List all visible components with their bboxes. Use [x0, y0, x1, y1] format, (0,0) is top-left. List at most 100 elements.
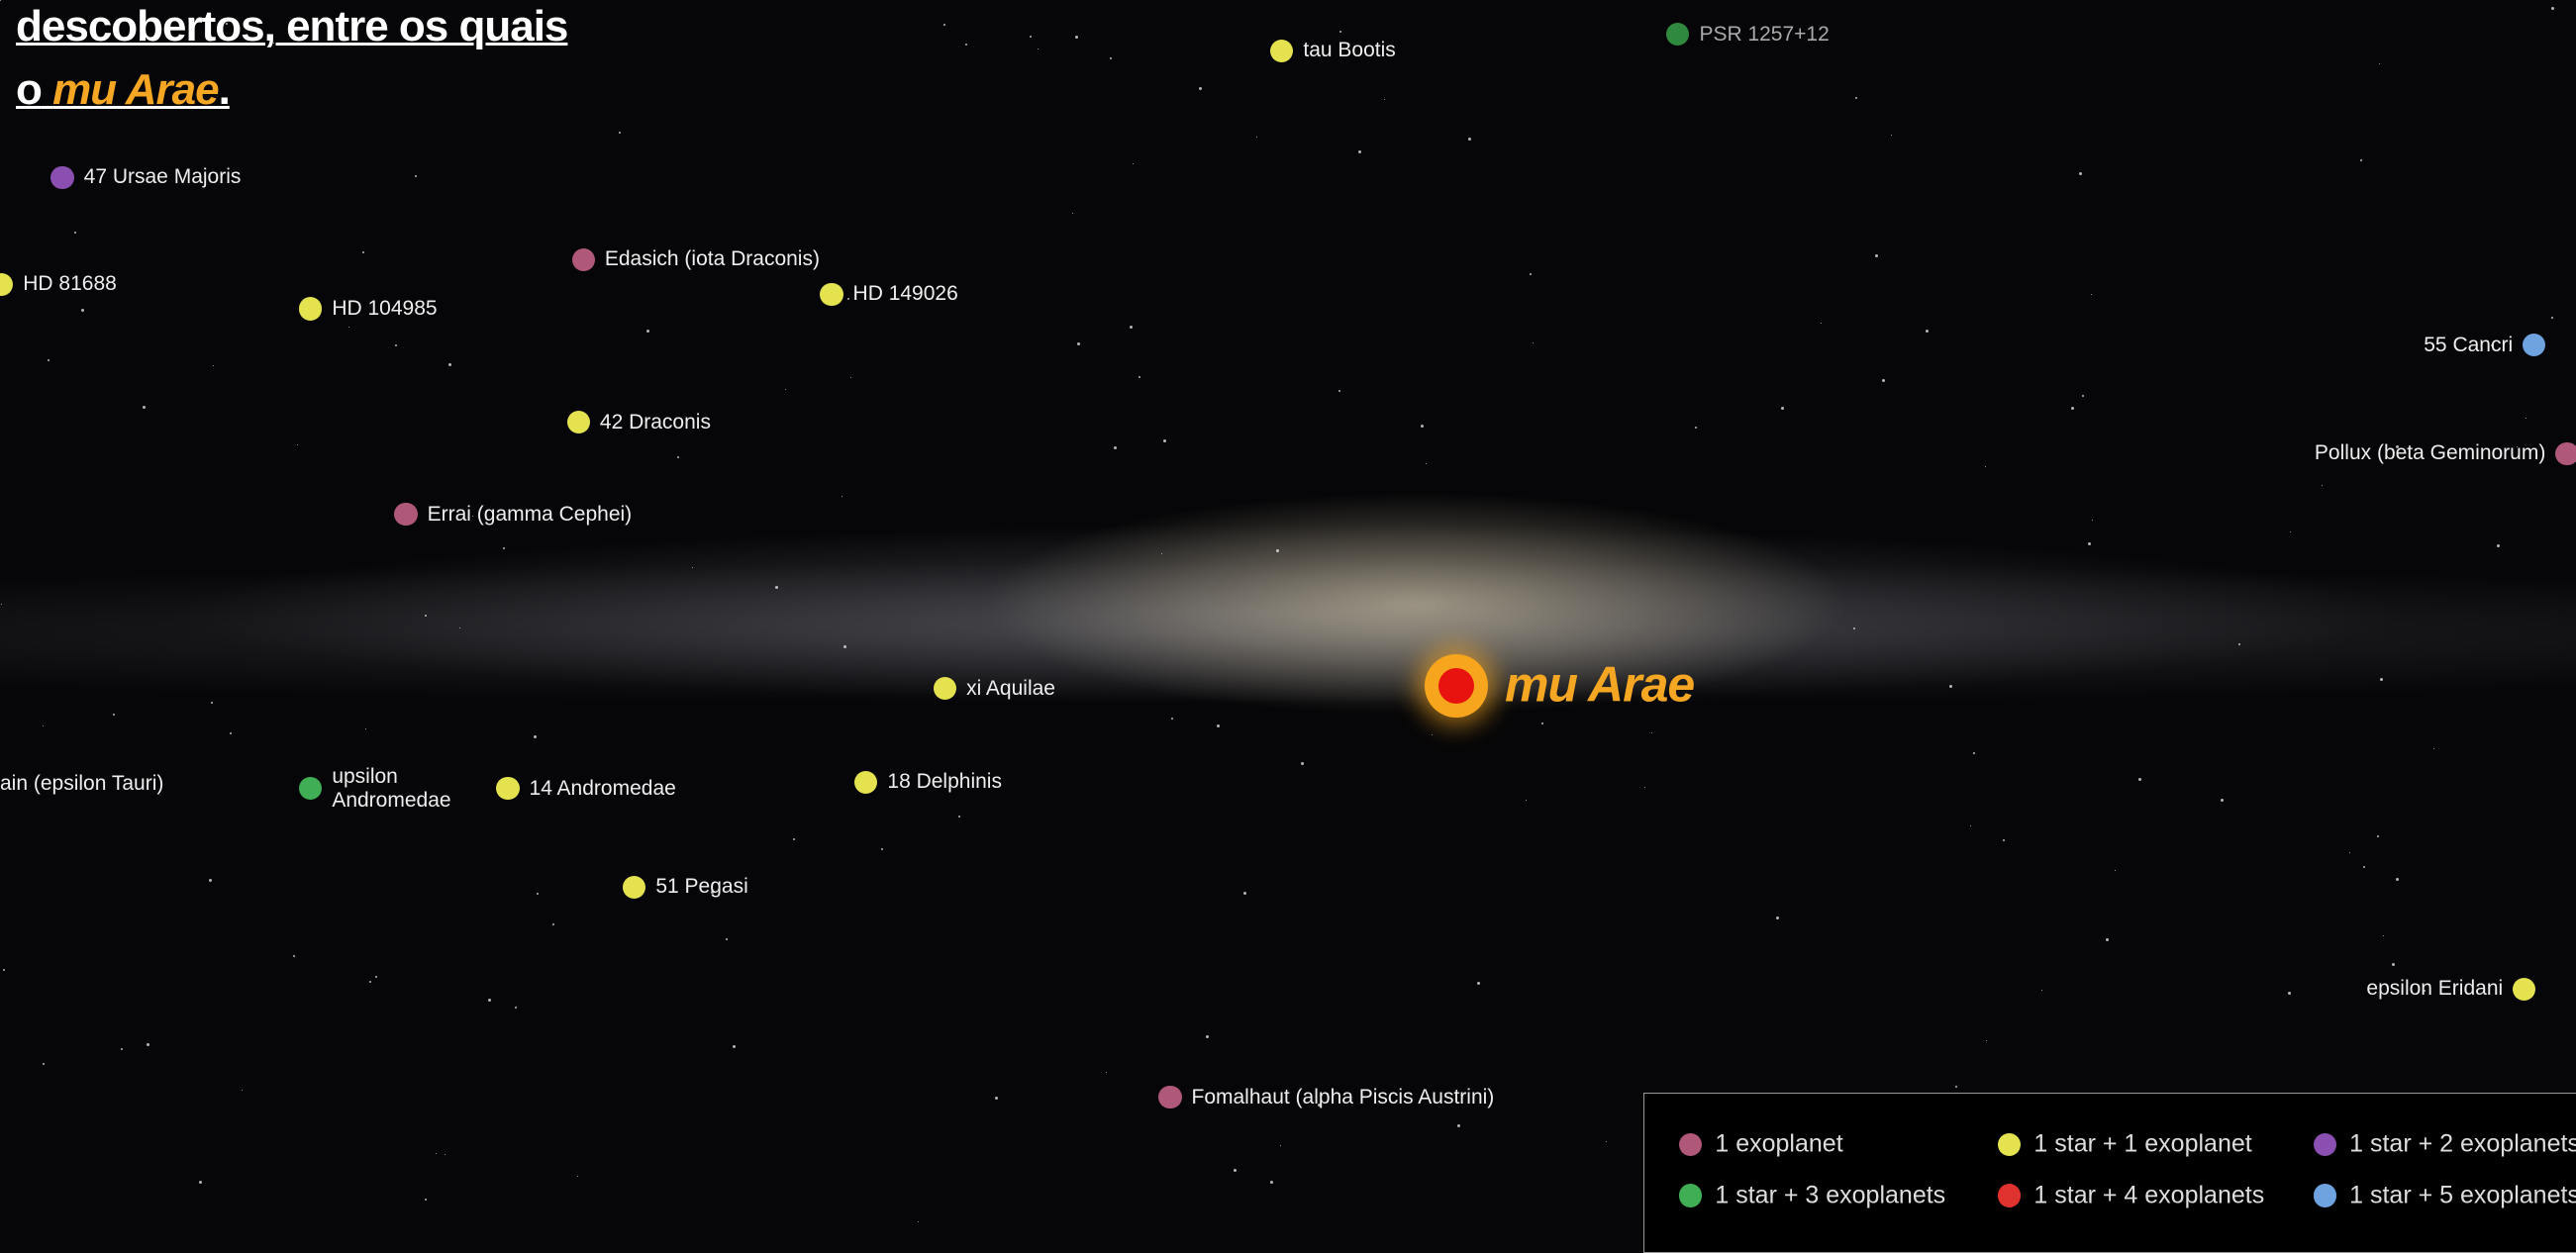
bg-star	[1477, 982, 1480, 985]
bg-star	[1973, 752, 1975, 754]
bg-star	[1651, 732, 1652, 733]
bg-star	[43, 725, 44, 726]
bg-star	[965, 44, 967, 46]
bg-star	[1270, 1181, 1273, 1184]
bg-star	[2221, 799, 2224, 802]
bg-star	[1457, 1124, 1460, 1127]
bg-star	[369, 981, 371, 983]
bg-star	[677, 456, 679, 458]
star-dot	[50, 166, 73, 189]
bg-star	[1986, 1040, 1987, 1041]
bg-star	[375, 976, 377, 978]
star-label: Fomalhaut (alpha Piscis Austrini)	[1192, 1086, 1495, 1109]
star-label: Pollux (beta Geminorum)	[2315, 441, 2545, 465]
bg-star	[1171, 718, 1173, 720]
bg-star	[552, 923, 554, 925]
bg-star	[425, 615, 427, 617]
bg-star	[43, 1063, 45, 1065]
bg-star	[726, 938, 728, 940]
legend-label: 1 star + 2 exoplanets	[2349, 1130, 2576, 1159]
star-dot	[934, 677, 956, 700]
focus-label: mu Arae	[1505, 656, 1694, 714]
bg-star	[2071, 407, 2074, 410]
star-label: 14 Andromedae	[530, 777, 676, 801]
bg-star	[147, 1043, 149, 1046]
star-dot	[2555, 442, 2576, 465]
bg-star	[1206, 1035, 1209, 1038]
star-label: 18 Delphinis	[887, 770, 1002, 794]
bg-star	[365, 728, 366, 729]
legend-swatch	[2314, 1133, 2336, 1156]
bg-star	[213, 365, 214, 366]
bg-star	[2383, 935, 2384, 936]
bg-star	[2322, 485, 2323, 486]
bg-star	[503, 547, 505, 549]
star-dot	[567, 411, 590, 434]
bg-star	[2091, 294, 2092, 295]
bg-star	[1130, 326, 1133, 329]
bg-star	[1853, 627, 1855, 629]
bg-star	[1199, 87, 1202, 90]
bg-star	[293, 955, 295, 957]
bg-star	[1891, 135, 1892, 136]
bg-star	[1163, 439, 1166, 442]
bg-star	[1821, 323, 1822, 324]
bg-star	[775, 586, 778, 589]
bg-star	[2082, 395, 2084, 397]
bg-star	[1256, 137, 1257, 138]
bg-star	[48, 359, 50, 361]
bg-star	[2290, 531, 2291, 532]
star-label: epsilon Eridani	[2366, 977, 2503, 1001]
bg-star	[242, 1090, 243, 1091]
bg-star	[2433, 748, 2434, 749]
bg-star	[445, 1154, 446, 1155]
bg-star	[113, 714, 115, 716]
bg-star	[1243, 892, 1246, 895]
bg-star	[1358, 150, 1361, 153]
star-dot	[496, 777, 519, 800]
bg-star	[2379, 63, 2380, 64]
star-label: Errai (gamma Cephei)	[428, 503, 633, 527]
bg-star	[1072, 213, 1073, 214]
legend-label: 1 exoplanet	[1715, 1130, 1842, 1159]
bg-star	[2551, 317, 2553, 319]
bg-star	[515, 1007, 517, 1009]
bg-star	[1339, 31, 1341, 33]
bg-star	[2088, 542, 2091, 545]
star-label: tau Bootis	[1303, 39, 1395, 62]
bg-star	[1110, 57, 1112, 59]
bg-star	[1985, 466, 1986, 467]
bg-star	[459, 627, 460, 628]
star-label: 42 Draconis	[600, 411, 711, 434]
bg-star	[1038, 48, 1039, 49]
star-dot	[1158, 1086, 1181, 1108]
bg-star	[646, 330, 649, 333]
star-dot	[299, 297, 322, 320]
bg-star	[1075, 36, 1078, 39]
star-dot	[854, 771, 877, 794]
star-dot	[394, 503, 417, 526]
bg-star	[843, 645, 846, 648]
bg-star	[415, 175, 417, 177]
bg-star	[2106, 938, 2109, 941]
bg-star	[2380, 678, 2383, 681]
bg-star	[1426, 463, 1427, 464]
bg-star	[1855, 97, 1857, 99]
star-label: 55 Cancri	[2424, 334, 2513, 357]
bg-star	[1077, 342, 1080, 345]
bg-star	[881, 848, 883, 850]
star-label: ain (epsilon Tauri)	[0, 772, 163, 796]
star-label: 51 Pegasi	[655, 875, 747, 899]
bg-star	[918, 1221, 919, 1222]
bg-star	[1432, 734, 1433, 735]
bg-star	[2041, 990, 2042, 991]
bg-star	[1533, 342, 1534, 343]
bg-star	[209, 879, 212, 882]
bg-star	[436, 1153, 437, 1154]
star-label: xi Aquilae	[966, 676, 1055, 700]
bg-star	[2003, 839, 2005, 841]
title-line: o mu Arae.	[16, 65, 230, 115]
bg-star	[488, 999, 491, 1002]
star-label: upsilon Andromedae	[332, 765, 470, 813]
legend-swatch	[1998, 1184, 2021, 1206]
